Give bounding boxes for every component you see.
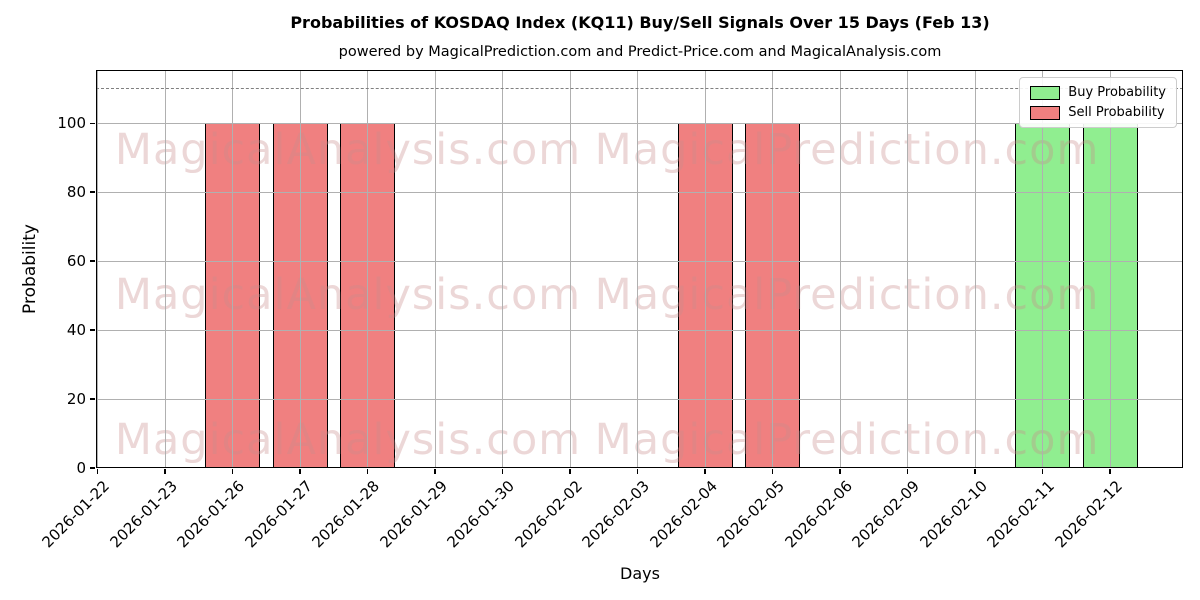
- v-gridline: [569, 70, 571, 468]
- v-gridline: [704, 70, 706, 468]
- legend: Buy Probability Sell Probability: [1019, 77, 1177, 128]
- x-tick-mark: [636, 469, 639, 474]
- y-tick-label: 60: [66, 252, 86, 271]
- v-gridline: [637, 70, 638, 468]
- plot-area: MagicalAnalysis.com MagicalPrediction.com…: [96, 70, 1183, 468]
- x-tick-label-text: 2026-02-12: [1051, 477, 1126, 552]
- y-tick-label: 20: [66, 390, 86, 409]
- v-gridline: [164, 70, 166, 468]
- y-tick-label: 100: [57, 114, 86, 133]
- x-tick-mark: [434, 469, 436, 474]
- watermark-left: MagicalAnalysis.com: [114, 270, 582, 320]
- v-gridline: [907, 70, 908, 468]
- h-gridline: [96, 122, 1183, 124]
- y-tick-mark: [90, 122, 95, 124]
- y-tick-mark: [90, 398, 95, 400]
- chart-subtitle: powered by MagicalPrediction.com and Pre…: [338, 44, 942, 60]
- v-gridline: [367, 70, 368, 468]
- v-gridline: [434, 70, 436, 468]
- x-tick-label-text: 2026-02-03: [578, 477, 654, 552]
- h-gridline: [96, 260, 1183, 262]
- y-axis-title: Probability: [20, 224, 40, 314]
- v-gridline: [839, 70, 841, 468]
- watermark-right: MagicalPrediction.com: [594, 270, 1100, 320]
- x-tick-label-text: 2026-02-02: [511, 477, 586, 552]
- x-tick-label-text: 2026-01-29: [376, 477, 451, 552]
- x-tick-mark: [1041, 469, 1044, 474]
- v-gridline: [772, 70, 773, 468]
- x-tick-mark: [1109, 469, 1111, 474]
- x-tick-label-text: 2026-02-06: [781, 477, 856, 552]
- chart-title: Probabilities of KOSDAQ Index (KQ11) Buy…: [290, 13, 990, 32]
- x-tick-mark: [231, 469, 234, 474]
- h-gridline: [96, 398, 1183, 400]
- legend-item: Sell Probability: [1030, 105, 1166, 120]
- x-tick-label-text: 2026-02-10: [916, 477, 991, 552]
- legend-label: Sell Probability: [1068, 105, 1165, 120]
- h-gridline: [96, 329, 1183, 331]
- y-tick-mark: [90, 191, 95, 193]
- x-tick-mark: [704, 469, 706, 474]
- legend-label: Buy Probability: [1068, 85, 1166, 100]
- watermark-right: MagicalPrediction.com: [594, 415, 1100, 465]
- x-tick-label-text: 2026-01-27: [241, 477, 316, 552]
- h-gridline: [96, 191, 1183, 193]
- watermark-left: MagicalAnalysis.com: [114, 125, 582, 175]
- legend-swatch-icon: [1030, 85, 1061, 100]
- v-gridline: [97, 70, 98, 468]
- x-tick-mark: [164, 469, 166, 474]
- legend-swatch-icon: [1030, 105, 1061, 120]
- x-tick-mark: [839, 469, 841, 474]
- y-tick-label: 80: [66, 183, 86, 202]
- y-tick-mark: [90, 260, 95, 262]
- x-tick-mark: [771, 469, 774, 474]
- x-tick-mark: [974, 469, 976, 474]
- legend-item: Buy Probability: [1030, 85, 1166, 100]
- x-tick-mark: [96, 469, 99, 474]
- x-tick-label-text: 2026-02-09: [848, 477, 924, 552]
- x-tick-mark: [299, 469, 301, 474]
- x-tick-label-text: 2026-02-05: [713, 477, 789, 552]
- y-tick-label: 0: [76, 459, 86, 477]
- v-gridline: [1109, 70, 1111, 468]
- x-tick-label-text: 2026-02-04: [646, 477, 721, 552]
- watermark-left: MagicalAnalysis.com: [114, 415, 582, 465]
- y-tick-mark: [90, 329, 95, 331]
- reference-line: [96, 87, 1183, 89]
- watermark-right: MagicalPrediction.com: [594, 125, 1100, 175]
- x-tick-label-text: 2026-01-28: [308, 477, 384, 552]
- x-tick-label-text: 2026-01-30: [443, 477, 519, 552]
- x-tick-label-text: 2026-01-26: [173, 477, 249, 552]
- v-gridline: [232, 70, 233, 468]
- x-tick-mark: [366, 469, 369, 474]
- y-tick-mark: [90, 467, 95, 469]
- x-tick-label-text: 2026-01-22: [38, 477, 114, 552]
- v-gridline: [299, 70, 301, 468]
- x-tick-label-text: 2026-01-23: [106, 477, 181, 552]
- x-tick-label-text: 2026-02-11: [983, 477, 1059, 552]
- v-gridline: [1042, 70, 1043, 468]
- x-tick-mark: [501, 469, 504, 474]
- x-tick-mark: [906, 469, 909, 474]
- x-tick-mark: [569, 469, 571, 474]
- v-gridline: [502, 70, 503, 468]
- y-tick-label: 40: [66, 321, 86, 340]
- x-axis-title: Days: [620, 564, 660, 583]
- v-gridline: [974, 70, 976, 468]
